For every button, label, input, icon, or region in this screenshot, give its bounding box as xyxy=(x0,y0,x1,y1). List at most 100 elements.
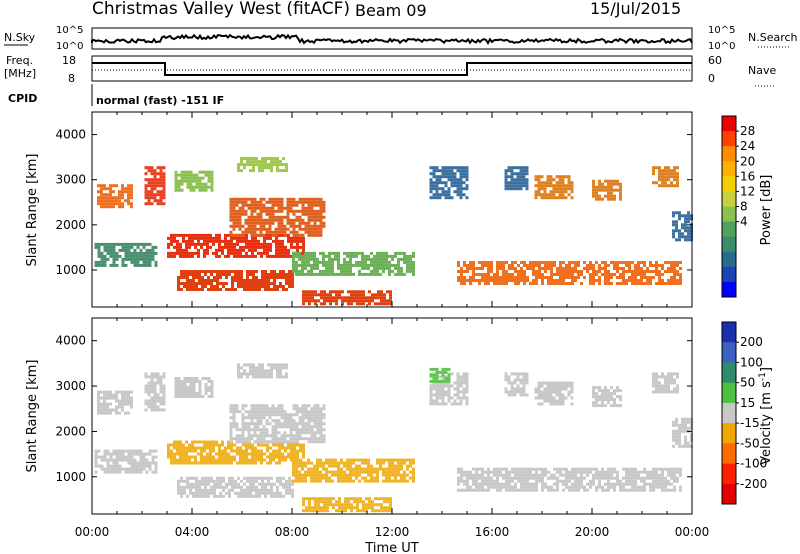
data-cell xyxy=(264,270,267,273)
data-cell xyxy=(681,417,684,421)
data-cell xyxy=(507,375,511,379)
data-cell xyxy=(347,500,350,504)
data-cell xyxy=(261,169,264,173)
data-cell xyxy=(295,467,298,471)
data-cell xyxy=(341,509,344,513)
data-cell xyxy=(397,266,400,270)
data-cell xyxy=(182,446,185,450)
data-cell xyxy=(213,279,216,282)
data-cell xyxy=(198,176,202,180)
data-cell xyxy=(255,157,258,161)
data-cell xyxy=(241,416,245,420)
data-cell xyxy=(553,467,556,471)
data-cell xyxy=(460,279,463,282)
data-cell xyxy=(463,479,466,483)
data-cell xyxy=(289,431,293,435)
data-cell xyxy=(258,169,261,173)
data-cell xyxy=(586,473,589,477)
data-cell xyxy=(261,157,264,161)
data-cell xyxy=(658,375,661,379)
data-cell xyxy=(347,302,350,306)
data-cell xyxy=(238,212,242,216)
data-cell xyxy=(177,285,180,288)
data-cell xyxy=(310,263,313,267)
data-cell xyxy=(383,299,386,303)
data-cell xyxy=(173,254,176,258)
data-cell xyxy=(649,476,652,480)
data-cell xyxy=(322,467,325,471)
data-cell xyxy=(159,390,163,394)
data-cell xyxy=(280,416,284,420)
data-cell xyxy=(457,482,460,486)
data-cell xyxy=(313,221,317,225)
data-cell xyxy=(376,260,379,264)
data-cell xyxy=(192,173,196,177)
data-cell xyxy=(607,179,610,183)
freq-panel: Freq. [MHz] 18 8 60 0 Nave xyxy=(4,54,776,87)
data-cell xyxy=(235,224,239,228)
data-cell xyxy=(450,175,454,179)
data-cell xyxy=(271,434,275,438)
data-cell xyxy=(280,404,284,408)
data-cell xyxy=(150,178,154,182)
data-cell xyxy=(571,476,574,480)
data-cell xyxy=(245,449,248,453)
data-cell xyxy=(511,476,514,480)
data-cell xyxy=(341,296,344,300)
data-cell xyxy=(397,458,400,462)
data-cell xyxy=(233,251,236,255)
data-cell xyxy=(246,279,249,282)
data-cell xyxy=(577,270,580,273)
data-cell xyxy=(130,187,133,191)
data-cell xyxy=(310,266,313,270)
data-cell xyxy=(496,473,499,477)
data-cell xyxy=(673,473,676,477)
data-cell xyxy=(292,479,295,483)
data-cell xyxy=(144,375,148,379)
data-cell xyxy=(121,408,124,412)
data-cell xyxy=(559,282,562,285)
data-cell xyxy=(362,296,365,300)
data-cell xyxy=(435,402,439,406)
data-cell xyxy=(279,366,282,370)
data-cell xyxy=(124,455,128,459)
data-cell xyxy=(229,200,233,204)
data-cell xyxy=(661,473,664,477)
data-cell xyxy=(127,411,130,415)
data-cell xyxy=(136,470,140,474)
data-cell xyxy=(673,178,676,182)
data-cell xyxy=(198,380,202,383)
data-cell xyxy=(247,437,251,441)
data-cell xyxy=(278,233,281,237)
data-cell xyxy=(673,470,676,474)
data-cell xyxy=(280,224,284,228)
data-cell xyxy=(380,296,383,300)
data-cell xyxy=(261,279,264,282)
data-cell xyxy=(139,470,143,474)
data-cell xyxy=(490,479,493,483)
data-cell xyxy=(307,221,311,225)
data-cell xyxy=(174,170,178,174)
data-cell xyxy=(568,282,571,285)
data-cell xyxy=(290,242,293,246)
data-cell xyxy=(664,169,667,173)
data-cell xyxy=(124,251,128,255)
data-cell xyxy=(409,254,412,258)
data-cell xyxy=(127,248,131,252)
data-cell xyxy=(183,176,187,180)
data-cell xyxy=(655,467,658,471)
data-cell xyxy=(676,175,679,179)
data-cell xyxy=(282,169,285,173)
data-cell xyxy=(179,440,182,444)
data-cell xyxy=(289,200,293,204)
data-cell xyxy=(487,270,490,273)
data-cell xyxy=(326,296,329,300)
data-cell xyxy=(481,279,484,282)
data-cell xyxy=(550,473,553,477)
data-cell xyxy=(177,380,181,383)
data-cell xyxy=(100,408,103,412)
data-cell xyxy=(256,410,260,414)
data-cell xyxy=(100,187,103,191)
data-cell xyxy=(320,290,323,294)
data-cell xyxy=(204,392,208,395)
